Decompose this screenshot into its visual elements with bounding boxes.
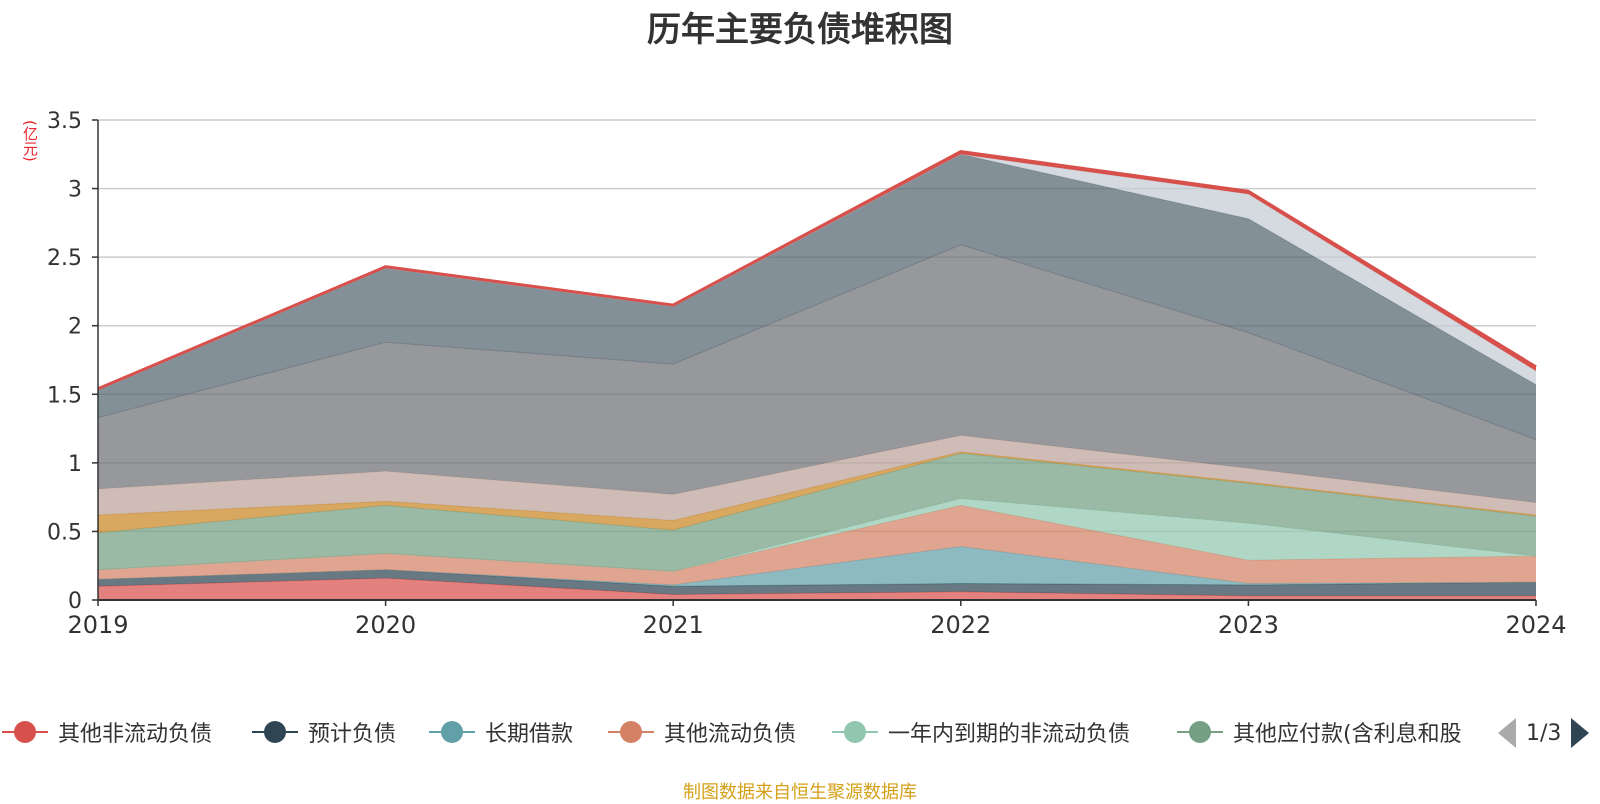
- y-tick-label: 3.5: [47, 109, 82, 134]
- legend-item[interactable]: 其他流动负债: [606, 712, 796, 752]
- legend-marker-icon: [1175, 712, 1225, 752]
- legend-marker-icon: [606, 712, 656, 752]
- y-tick-label: 1.5: [47, 383, 82, 408]
- legend-label: 其他流动负债: [664, 722, 797, 747]
- axes: 0 0.5 1 1.5 2 2.5 3 3.5 2019 2020 2021 2022 2023 2024: [47, 109, 1567, 639]
- prev-page-icon[interactable]: [1498, 718, 1516, 748]
- area-series-5: [98, 498, 1536, 572]
- legend-item[interactable]: 一年内到期的非流动负债: [830, 712, 1130, 752]
- area-series-8: [98, 435, 1536, 521]
- y-tick-label: 2.5: [47, 246, 82, 271]
- next-page-icon[interactable]: [1571, 718, 1590, 748]
- area-series-6: [98, 453, 1536, 572]
- legend: 其他非流动负债 预计负债 长期借款 其他流动负债 一年内到期的非流动负债 其他应付款(含利…: [0, 712, 1600, 752]
- x-tick-label: 2020: [355, 611, 416, 639]
- legend-item[interactable]: 其他非流动负债: [0, 712, 212, 752]
- y-tick-label: 2: [68, 315, 82, 340]
- x-tick-label: 2021: [643, 611, 704, 639]
- legend-label: 预计负债: [308, 722, 397, 747]
- area-series-2: [98, 569, 1536, 596]
- y-tick-label: 1: [68, 452, 82, 477]
- area-series-10: [98, 154, 1536, 440]
- legend-label: 长期借款: [485, 722, 574, 747]
- legend-label: 一年内到期的非流动负债: [888, 722, 1131, 747]
- x-tick-label: 2019: [67, 611, 128, 639]
- legend-item[interactable]: 长期借款: [427, 712, 573, 752]
- x-tick-label: 2022: [930, 611, 991, 639]
- legend-page-indicator: 1/3: [1526, 720, 1562, 746]
- legend-marker-icon: [250, 712, 300, 752]
- area-series: [97, 149, 1537, 600]
- y-tick-label: 3: [68, 178, 82, 203]
- area-series-edge-12: [97, 149, 1537, 391]
- y-tick-label: 0: [68, 589, 82, 614]
- legend-label: 其他应付款(含利息和股: [1233, 722, 1462, 747]
- area-series-4: [98, 505, 1536, 585]
- area-series-9: [98, 244, 1536, 503]
- unit-label: (亿元): [21, 120, 39, 162]
- y-tick-label: 0.5: [47, 520, 82, 545]
- chart-title: 历年主要负债堆积图: [647, 10, 953, 50]
- legend-pager: 1/3: [1498, 716, 1590, 750]
- area-series-1: [98, 578, 1536, 600]
- legend-label: 其他非流动负债: [58, 722, 213, 747]
- legend-item[interactable]: 预计负债: [250, 712, 396, 752]
- legend-marker-icon: [0, 712, 50, 752]
- area-series-3: [98, 546, 1536, 587]
- x-tick-label: 2023: [1218, 611, 1279, 639]
- x-tick-label: 2024: [1505, 611, 1566, 639]
- source-note: 制图数据来自恒生聚源数据库: [683, 782, 917, 803]
- legend-marker-icon: [830, 712, 880, 752]
- legend-item[interactable]: 其他应付款(含利息和股: [1175, 712, 1462, 752]
- legend-marker-icon: [427, 712, 477, 752]
